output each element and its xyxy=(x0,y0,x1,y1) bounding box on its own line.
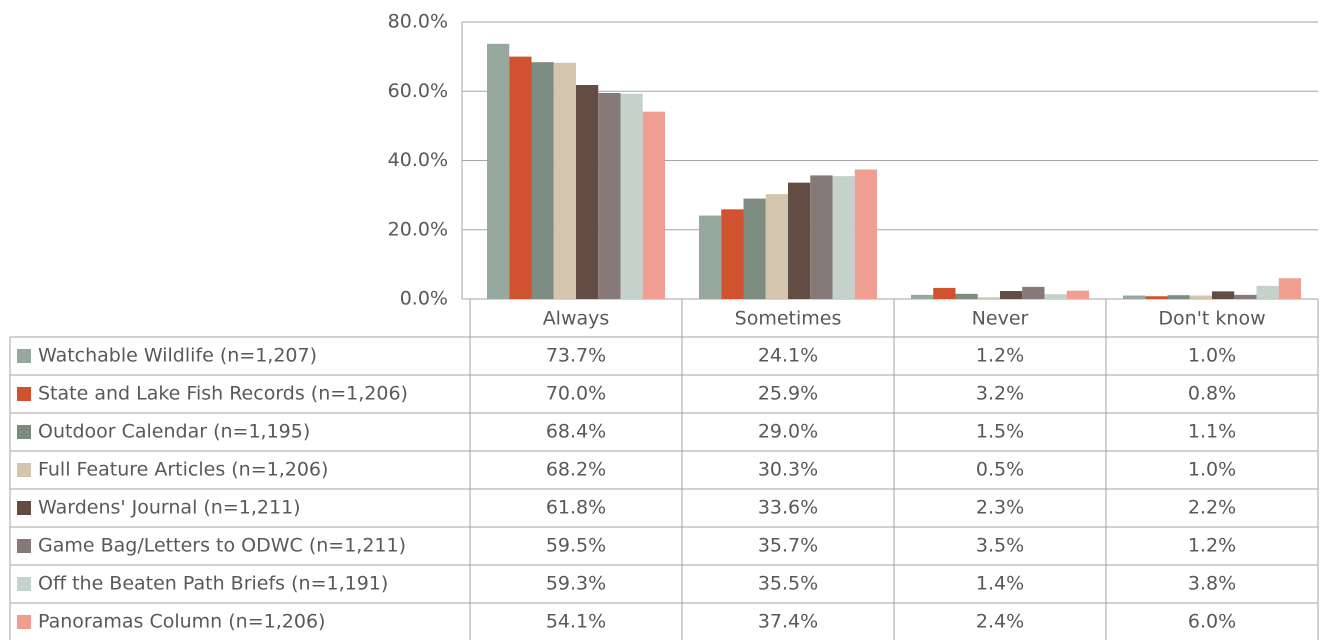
table-value: 6.0% xyxy=(1188,611,1236,633)
table-value: 37.4% xyxy=(758,611,818,633)
table-value: 1.4% xyxy=(976,573,1024,595)
table-value: 35.7% xyxy=(758,535,818,557)
bar xyxy=(1022,286,1045,299)
bar xyxy=(854,169,877,299)
table-value: 1.0% xyxy=(1188,345,1236,367)
bar xyxy=(1256,285,1279,299)
legend-key xyxy=(17,349,31,363)
bar xyxy=(642,111,665,300)
legend-key xyxy=(17,501,31,515)
table-value: 3.2% xyxy=(976,383,1024,405)
table-value: 29.0% xyxy=(758,421,818,443)
table-value: 68.4% xyxy=(546,421,606,443)
y-tick-label: 60.0% xyxy=(388,80,448,102)
legend-key xyxy=(17,463,31,477)
legend-key xyxy=(17,577,31,591)
table-value: 2.2% xyxy=(1188,497,1236,519)
table-value: 54.1% xyxy=(546,611,606,633)
y-tick-label: 0.0% xyxy=(400,288,448,310)
category-header: Never xyxy=(972,308,1029,330)
table-value: 70.0% xyxy=(546,383,606,405)
bar xyxy=(598,92,621,299)
bar xyxy=(911,294,934,299)
bar xyxy=(1234,294,1257,299)
table-value: 1.2% xyxy=(976,345,1024,367)
bar xyxy=(509,56,532,299)
legend-key xyxy=(17,539,31,553)
legend-label: Outdoor Calendar (n=1,195) xyxy=(38,421,310,443)
bar xyxy=(620,93,643,299)
bar xyxy=(553,62,576,299)
table-value: 59.5% xyxy=(546,535,606,557)
legend-label: Full Feature Articles (n=1,206) xyxy=(38,459,328,481)
table-value: 1.2% xyxy=(1188,535,1236,557)
legend-label: Wardens' Journal (n=1,211) xyxy=(38,497,301,519)
y-tick-label: 20.0% xyxy=(388,218,448,240)
bar xyxy=(810,175,833,299)
bar xyxy=(1044,294,1067,299)
table-value: 61.8% xyxy=(546,497,606,519)
bar xyxy=(1167,295,1190,299)
bar xyxy=(1000,291,1023,299)
bar xyxy=(1123,295,1146,299)
bar xyxy=(955,293,978,299)
bar xyxy=(1145,296,1168,299)
table-value: 1.5% xyxy=(976,421,1024,443)
table-value: 33.6% xyxy=(758,497,818,519)
legend-label: Game Bag/Letters to ODWC (n=1,211) xyxy=(38,535,406,557)
table-value: 3.8% xyxy=(1188,573,1236,595)
table-value: 0.8% xyxy=(1188,383,1236,405)
bar xyxy=(1278,278,1301,299)
bar xyxy=(487,43,510,299)
bar xyxy=(933,287,956,299)
table-value: 3.5% xyxy=(976,535,1024,557)
table-value: 2.4% xyxy=(976,611,1024,633)
table-value: 2.3% xyxy=(976,497,1024,519)
table-value: 35.5% xyxy=(758,573,818,595)
legend-key xyxy=(17,425,31,439)
table-value: 1.0% xyxy=(1188,459,1236,481)
legend-label: Off the Beaten Path Briefs (n=1,191) xyxy=(38,573,388,595)
legend-label: State and Lake Fish Records (n=1,206) xyxy=(38,383,408,405)
bar xyxy=(1212,291,1235,299)
bar xyxy=(977,297,1000,299)
y-tick-label: 40.0% xyxy=(388,149,448,171)
legend-label: Panoramas Column (n=1,206) xyxy=(38,611,325,633)
bar xyxy=(743,198,766,299)
bar xyxy=(1066,290,1089,299)
bar xyxy=(788,182,811,299)
table-value: 0.5% xyxy=(976,459,1024,481)
bar xyxy=(699,215,722,299)
table-value: 59.3% xyxy=(546,573,606,595)
bar xyxy=(765,194,788,299)
table-value: 1.1% xyxy=(1188,421,1236,443)
table-value: 25.9% xyxy=(758,383,818,405)
bar xyxy=(1189,295,1212,299)
y-tick-label: 80.0% xyxy=(388,11,448,33)
table-value: 30.3% xyxy=(758,459,818,481)
category-header: Always xyxy=(543,308,610,330)
legend-key xyxy=(17,387,31,401)
bar xyxy=(576,85,599,299)
bar xyxy=(721,209,744,299)
legend-label: Watchable Wildlife (n=1,207) xyxy=(38,345,317,367)
table-value: 73.7% xyxy=(546,345,606,367)
table-value: 24.1% xyxy=(758,345,818,367)
table-value: 68.2% xyxy=(546,459,606,481)
legend-key xyxy=(17,615,31,629)
category-header: Don't know xyxy=(1158,308,1265,330)
bar xyxy=(531,62,554,299)
category-header: Sometimes xyxy=(735,308,842,330)
bar xyxy=(832,176,855,299)
